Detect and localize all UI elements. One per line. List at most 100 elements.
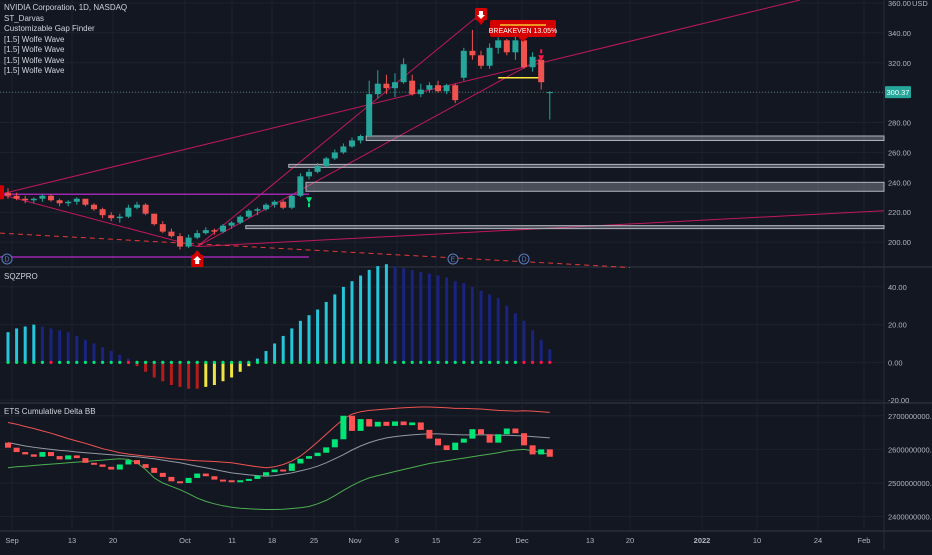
sqz-bar [118, 354, 122, 363]
sqz-dot [195, 360, 199, 364]
candle [349, 140, 355, 147]
delta-candle [280, 469, 287, 472]
sqzpro-title[interactable]: SQZPRO [4, 272, 38, 281]
indicator-label[interactable]: [1.5] Wolfe Wave [4, 45, 65, 54]
sqz-dot [513, 360, 518, 364]
sqz-dot [384, 360, 388, 364]
sqz-dot [359, 360, 363, 364]
sqz-bar [144, 362, 148, 372]
currency-label: USD [912, 0, 928, 8]
candle [426, 85, 433, 90]
sqz-bar [247, 362, 251, 367]
sqz-dot [126, 360, 130, 364]
time-tick-label: 18 [268, 536, 276, 545]
indicator-label[interactable]: [1.5] Wolfe Wave [4, 66, 65, 75]
time-tick-label: 20 [109, 536, 117, 545]
candle [435, 85, 441, 92]
candle [271, 201, 278, 205]
sell-signal-glyph [477, 11, 485, 19]
sqz-dot [298, 360, 302, 364]
indicator-label[interactable]: ST_Darvas [4, 13, 45, 23]
sqz-bar [298, 320, 302, 363]
delta-candle [30, 454, 37, 457]
delta-candle [288, 463, 295, 471]
indicator-label[interactable]: [1.5] Wolfe Wave [4, 34, 65, 44]
delta-candle [435, 438, 441, 446]
candle [159, 224, 166, 232]
sqz-bar [333, 294, 337, 363]
gap-box [288, 163, 885, 168]
time-tick-label: 22 [473, 536, 481, 545]
time-tick-label: Feb [858, 536, 871, 545]
delta-candle [116, 464, 123, 470]
delta-candle [331, 439, 338, 448]
sqz-bar [273, 343, 277, 363]
sqz-bar [187, 362, 191, 389]
sqz-bar [49, 328, 53, 363]
last-price-tag [885, 86, 911, 99]
symbol-title[interactable]: NVIDIA Corporation, 1D, NASDAQ [4, 3, 128, 12]
sqz-dot [453, 360, 457, 364]
sqz-bar [101, 347, 105, 363]
sqz-dot [40, 360, 45, 364]
delta-candle [417, 422, 424, 430]
candle [469, 50, 476, 56]
candle [452, 85, 459, 101]
candle [211, 230, 218, 232]
delta-candle [22, 452, 29, 455]
candle [116, 216, 123, 219]
candle [512, 40, 519, 53]
sqz-bar [290, 328, 294, 363]
candle [460, 50, 467, 78]
delta-title[interactable]: ETS Cumulative Delta BB [4, 407, 96, 416]
sqz-bar [264, 351, 268, 363]
delta-tick-label: 2500000000.00 [888, 479, 932, 488]
sqz-tick-label: 0.00 [888, 358, 903, 367]
sell-signal-tip [477, 20, 485, 25]
candle [177, 236, 183, 247]
sqz-dot [402, 360, 406, 364]
delta-candle [125, 460, 132, 465]
sqz-dot [281, 360, 285, 364]
candle [546, 92, 553, 94]
candle [538, 59, 545, 83]
sqz-bar [393, 266, 397, 363]
candle [443, 85, 450, 92]
candle [263, 204, 269, 210]
delta-candle [495, 434, 502, 443]
sqz-dot [221, 360, 225, 364]
sqz-bar [316, 309, 320, 363]
buy-signal-tip [193, 250, 202, 256]
sqz-bar [83, 339, 87, 363]
sqz-bar [359, 275, 363, 363]
sqz-dot [178, 360, 182, 364]
delta-candle [546, 449, 553, 457]
candle [392, 82, 398, 89]
indicator-label[interactable]: [1.5] Wolfe Wave [4, 55, 65, 65]
sqz-bar [58, 330, 62, 363]
candle [228, 222, 235, 226]
candle [108, 215, 115, 219]
candle [383, 83, 390, 89]
sqz-dot [92, 360, 96, 364]
candle [288, 195, 295, 208]
sqz-bar [350, 281, 354, 363]
sqz-bar [161, 362, 165, 382]
indicator-label[interactable]: Customizable Gap Finder [4, 24, 95, 33]
sqz-dot [15, 360, 19, 364]
gap-boxes [245, 135, 885, 230]
sqz-dot [539, 360, 543, 364]
candle [521, 40, 527, 68]
dividend-marker-text: D [521, 257, 526, 264]
breakeven-label: BREAKEVEN 13.05% [489, 28, 557, 35]
sqz-bar [367, 269, 371, 363]
sqz-dot [531, 360, 535, 364]
time-tick-label: Sep [5, 536, 18, 545]
sqz-bar [212, 362, 216, 386]
sqz-bar [445, 277, 449, 363]
sqz-bar [427, 273, 431, 363]
candle [529, 56, 536, 68]
delta-candle [323, 447, 330, 453]
price-tick-label: 360.00 [888, 0, 911, 8]
